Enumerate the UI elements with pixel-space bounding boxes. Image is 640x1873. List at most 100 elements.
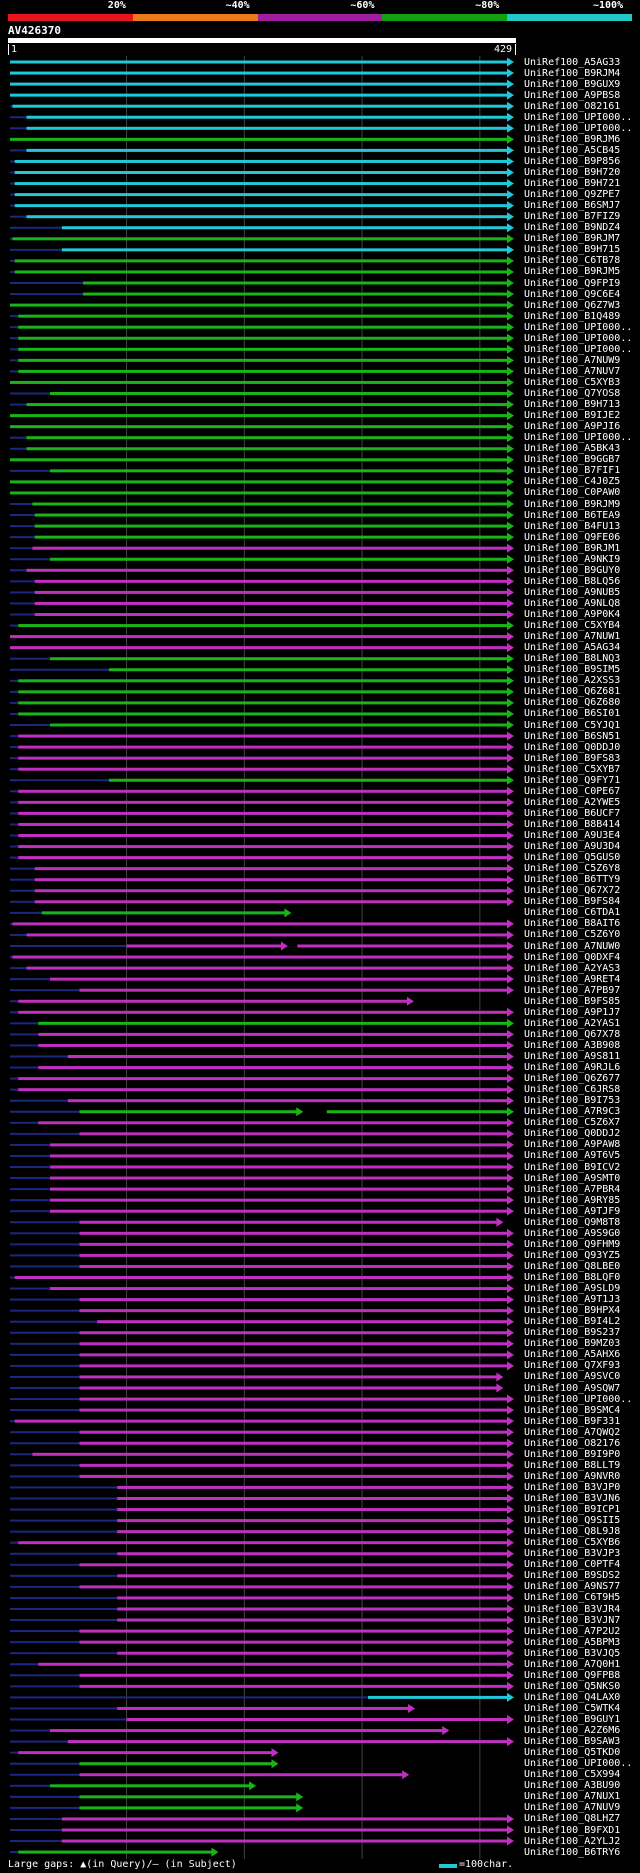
hit-label[interactable]: UniRef100_C6JRS8 [524, 1084, 621, 1096]
hit-label[interactable]: UniRef100_B9H713 [524, 399, 621, 411]
hit-label[interactable]: UniRef100_B9I753 [524, 1095, 621, 1107]
hit-label[interactable]: UniRef100_A3BU90 [524, 1780, 621, 1792]
hit-label[interactable]: UniRef100_A9TJF9 [524, 1205, 621, 1217]
hit-label[interactable]: UniRef100_A9RET4 [524, 973, 621, 985]
hit-label[interactable]: UniRef100_C6TB78 [524, 255, 621, 267]
hit-label[interactable]: UniRef100_C5XYB4 [524, 620, 621, 632]
hit-label[interactable]: UniRef100_A7PB97 [524, 984, 621, 996]
hit-label[interactable]: UniRef100_A2YAS3 [524, 962, 621, 974]
hit-label[interactable]: UniRef100_B3VJP3 [524, 1548, 621, 1560]
hit-label[interactable]: UniRef100_A9PBS8 [524, 89, 621, 101]
hit-label[interactable]: UniRef100_B9H715 [524, 244, 621, 256]
hit-label[interactable]: UniRef100_A2YWE5 [524, 796, 621, 808]
hit-label[interactable]: UniRef100_Q9FPB8 [524, 1669, 621, 1681]
hit-label[interactable]: UniRef100_C0PAW0 [524, 487, 621, 499]
hit-label[interactable]: UniRef100_B8LNQ3 [524, 653, 621, 665]
hit-label[interactable]: UniRef100_A9SVC0 [524, 1371, 621, 1383]
hit-label[interactable]: UniRef100_Q5GUS0 [524, 852, 621, 864]
hit-label[interactable]: UniRef100_B8AIT6 [524, 918, 621, 930]
hit-label[interactable]: UniRef100_B9ICV2 [524, 1161, 621, 1173]
hit-label[interactable]: UniRef100_C5XYB3 [524, 376, 621, 388]
hit-label[interactable]: UniRef100_C5XYB7 [524, 763, 621, 775]
hit-label[interactable]: UniRef100_Q6Z7W3 [524, 299, 621, 311]
hit-label[interactable]: UniRef100_C5YJQ1 [524, 719, 621, 731]
hit-label[interactable]: UniRef100_B3VJP0 [524, 1481, 621, 1493]
hit-label[interactable]: UniRef100_A9S9G0 [524, 1227, 621, 1239]
hit-label[interactable]: UniRef100_A9P1J7 [524, 1006, 621, 1018]
hit-label[interactable]: UniRef100_B8LQF0 [524, 1272, 621, 1283]
hit-label[interactable]: UniRef100_B9RJM1 [524, 542, 621, 554]
hit-label[interactable]: UniRef100_C0PTF4 [524, 1559, 621, 1571]
hit-label[interactable]: UniRef100_C0PE67 [524, 785, 621, 797]
hit-label[interactable]: UniRef100_C5WTK4 [524, 1702, 621, 1714]
hit-label[interactable]: UniRef100_B9GUY1 [524, 1714, 621, 1725]
hit-label[interactable]: UniRef100_B9IJE2 [524, 410, 621, 422]
hit-label[interactable]: UniRef100_A9RY85 [524, 1194, 621, 1206]
hit-label[interactable]: UniRef100_A9PAW8 [524, 1139, 621, 1151]
hit-label[interactable]: UniRef100_B3VJR4 [524, 1603, 621, 1615]
hit-label[interactable]: UniRef100_UPI000.. [524, 321, 633, 333]
hit-label[interactable]: UniRef100_B4FU13 [524, 520, 621, 532]
hit-label[interactable]: UniRef100_A2Z6M6 [524, 1725, 621, 1737]
hit-label[interactable]: UniRef100_B9SIM5 [524, 664, 621, 676]
hit-label[interactable]: UniRef100_UPI000.. [524, 122, 633, 134]
hit-label[interactable]: UniRef100_B9I9P0 [524, 1448, 621, 1460]
hit-label[interactable]: UniRef100_A9RJL6 [524, 1062, 621, 1074]
hit-label[interactable]: UniRef100_B6UCF7 [524, 807, 621, 819]
hit-label[interactable]: UniRef100_B9RJM7 [524, 233, 621, 245]
hit-label[interactable]: UniRef100_A9T6V5 [524, 1150, 621, 1162]
hit-label[interactable]: UniRef100_A9T1J3 [524, 1294, 621, 1306]
hit-label[interactable]: UniRef100_A7NUW0 [524, 940, 621, 952]
hit-label[interactable]: UniRef100_A9NKI9 [524, 553, 621, 565]
hit-label[interactable]: UniRef100_A9U3E4 [524, 830, 621, 841]
hit-label[interactable]: UniRef100_Q8LBE0 [524, 1260, 621, 1272]
hit-label[interactable]: UniRef100_B7FIF1 [524, 465, 621, 477]
hit-label[interactable]: UniRef100_A7P2U2 [524, 1625, 621, 1637]
hit-label[interactable]: UniRef100_A5AHX6 [524, 1349, 621, 1361]
hit-label[interactable]: UniRef100_A9PJI6 [524, 421, 621, 433]
hit-label[interactable]: UniRef100_B3VJQ5 [524, 1647, 621, 1659]
hit-label[interactable]: UniRef100_A5CB45 [524, 144, 621, 156]
hit-label[interactable]: UniRef100_B9H720 [524, 167, 621, 178]
hit-label[interactable]: UniRef100_UPI000.. [524, 332, 633, 344]
hit-label[interactable]: UniRef100_A9NUB5 [524, 586, 621, 598]
hit-label[interactable]: UniRef100_C5X994 [524, 1769, 621, 1781]
hit-label[interactable]: UniRef100_A7R9C3 [524, 1106, 621, 1118]
hit-label[interactable]: UniRef100_B9SMC4 [524, 1404, 621, 1416]
hit-label[interactable]: UniRef100_A5BK43 [524, 443, 621, 455]
hit-label[interactable]: UniRef100_B6TTY9 [524, 874, 621, 886]
hit-label[interactable]: UniRef100_A9P0K4 [524, 609, 621, 620]
hit-label[interactable]: UniRef100_A9NVR0 [524, 1470, 621, 1482]
hit-label[interactable]: UniRef100_A7QWQ2 [524, 1426, 621, 1438]
hit-label[interactable]: UniRef100_C5Z6Y8 [524, 863, 621, 875]
hit-label[interactable]: UniRef100_C5Z6Y0 [524, 929, 621, 941]
hit-label[interactable]: UniRef100_Q9C6E4 [524, 288, 621, 300]
hit-label[interactable]: UniRef100_A7NUW9 [524, 354, 621, 366]
hit-label[interactable]: UniRef100_B1Q489 [524, 310, 621, 322]
hit-label[interactable]: UniRef100_A5AG34 [524, 642, 621, 654]
hit-label[interactable]: UniRef100_Q9ZPE7 [524, 189, 621, 201]
hit-label[interactable]: UniRef100_B9RJM5 [524, 266, 621, 278]
hit-label[interactable]: UniRef100_C6T9H5 [524, 1592, 621, 1604]
hit-label[interactable]: UniRef100_Q7YOS8 [524, 388, 621, 399]
hit-label[interactable]: UniRef100_Q0DDJ0 [524, 741, 621, 753]
hit-label[interactable]: UniRef100_B9I4L2 [524, 1316, 621, 1328]
hit-label[interactable]: UniRef100_A2XSS3 [524, 675, 621, 687]
hit-label[interactable]: UniRef100_A7NUV9 [524, 1802, 621, 1814]
hit-label[interactable]: UniRef100_Q5TKD0 [524, 1747, 621, 1759]
hit-label[interactable]: UniRef100_B9FS84 [524, 896, 621, 908]
hit-label[interactable]: UniRef100_C6TDA1 [524, 907, 621, 919]
hit-label[interactable]: UniRef100_B6SI01 [524, 708, 621, 720]
hit-label[interactable]: UniRef100_B9GGB7 [524, 454, 621, 466]
hit-label[interactable]: UniRef100_UPI000.. [524, 111, 633, 123]
hit-label[interactable]: UniRef100_B9FS83 [524, 752, 621, 764]
hit-label[interactable]: UniRef100_Q6Z680 [524, 697, 621, 709]
hit-label[interactable]: UniRef100_Q9FPI9 [524, 277, 621, 289]
hit-label[interactable]: UniRef100_B9RJM9 [524, 498, 621, 510]
hit-label[interactable]: UniRef100_B9MZ03 [524, 1338, 621, 1350]
hit-label[interactable]: UniRef100_B6TRY6 [524, 1846, 621, 1858]
hit-label[interactable]: UniRef100_B3VJN7 [524, 1614, 621, 1626]
hit-label[interactable]: UniRef100_B6TEA9 [524, 509, 621, 521]
hit-label[interactable]: UniRef100_A5BPM3 [524, 1636, 621, 1648]
hit-label[interactable]: UniRef100_B9HPX4 [524, 1305, 621, 1317]
